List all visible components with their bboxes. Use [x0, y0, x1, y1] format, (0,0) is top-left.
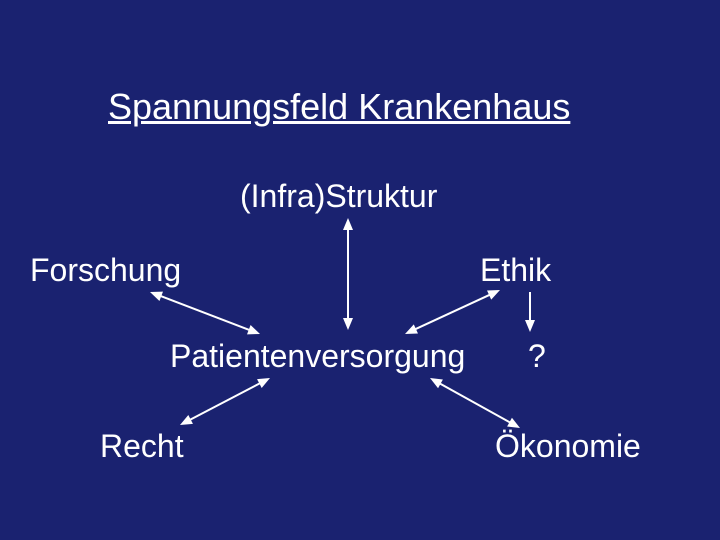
- label-forschung: Forschung: [30, 252, 181, 289]
- label-ethik: Ethik: [480, 252, 551, 289]
- arrow-recht-patienten: [187, 382, 262, 421]
- arrowhead-infra-patienten-end: [343, 318, 353, 330]
- arrow-forschung-patienten: [158, 295, 252, 331]
- label-oekonomie: Ökonomie: [495, 428, 641, 465]
- label-patienten: Patientenversorgung: [170, 338, 465, 375]
- arrowhead-oekonomie-patienten-end: [430, 378, 443, 388]
- label-infra: (Infra)Struktur: [240, 178, 437, 215]
- arrow-oekonomie-patienten: [437, 382, 512, 424]
- arrowhead-recht-patienten-start: [180, 415, 193, 425]
- arrow-ethik-patienten: [413, 294, 493, 331]
- label-question: ?: [528, 338, 546, 375]
- slide-title: Spannungsfeld Krankenhaus: [108, 86, 570, 128]
- arrowhead-ethik-patienten-start: [487, 290, 500, 300]
- arrowhead-forschung-patienten-end: [247, 325, 260, 334]
- arrowhead-recht-patienten-end: [257, 378, 270, 388]
- label-recht: Recht: [100, 428, 184, 465]
- arrowhead-forschung-patienten-start: [150, 292, 163, 301]
- arrowhead-infra-patienten-start: [343, 218, 353, 230]
- arrowhead-ethik-patienten-end: [405, 324, 418, 334]
- arrowhead-oekonomie-patienten-start: [507, 418, 520, 428]
- arrowhead-ethik-question-end: [525, 320, 535, 332]
- slide-stage: Spannungsfeld Krankenhaus (Infra)Struktu…: [0, 0, 720, 540]
